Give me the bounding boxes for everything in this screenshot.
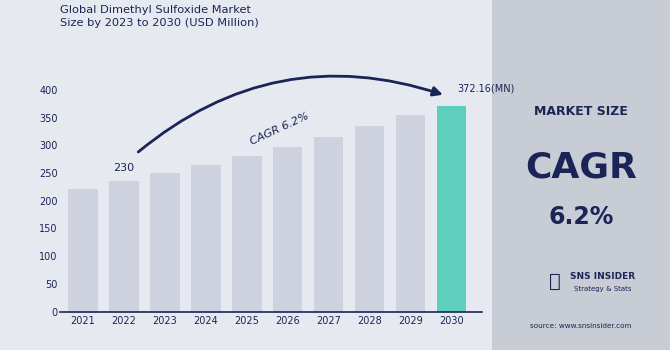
Text: 372.16(MN): 372.16(MN) xyxy=(458,83,515,93)
Bar xyxy=(150,173,180,312)
Text: MARKET SIZE: MARKET SIZE xyxy=(534,105,628,119)
Bar xyxy=(109,181,139,312)
Bar xyxy=(437,105,466,312)
Text: source: www.snsinsider.com: source: www.snsinsider.com xyxy=(531,322,632,329)
Text: Strategy & Stats: Strategy & Stats xyxy=(574,286,631,292)
Text: 230: 230 xyxy=(113,163,135,173)
Bar xyxy=(314,136,344,312)
Bar xyxy=(191,165,220,312)
Text: CAGR: CAGR xyxy=(525,151,637,185)
Text: CAGR 6.2%: CAGR 6.2% xyxy=(249,111,310,147)
Bar xyxy=(273,147,302,312)
Bar xyxy=(396,115,425,312)
Bar xyxy=(232,156,261,312)
Bar xyxy=(68,189,98,312)
Bar xyxy=(355,126,385,312)
Text: SNS INSIDER: SNS INSIDER xyxy=(570,272,635,281)
Text: Global Dimethyl Sulfoxide Market
Size by 2023 to 2030 (USD Million): Global Dimethyl Sulfoxide Market Size by… xyxy=(60,5,259,28)
Text: 6.2%: 6.2% xyxy=(549,205,614,229)
Text: 🏰: 🏰 xyxy=(549,272,561,291)
